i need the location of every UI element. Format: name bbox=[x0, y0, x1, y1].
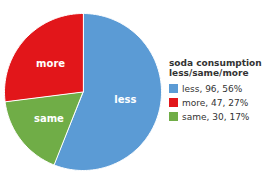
html-text:more, 47, 27%: more, 47, 27% bbox=[182, 97, 249, 108]
svg-text:less: less bbox=[114, 94, 136, 105]
html-text:same, 30, 17%: same, 30, 17% bbox=[182, 111, 250, 122]
html-text:less, 96, 56%: less, 96, 56% bbox=[182, 83, 243, 94]
svg-text:more: more bbox=[36, 58, 65, 69]
html-text:soda consumption less/same/mor: soda consumption less/same/more bbox=[169, 57, 262, 78]
svg-text:same: same bbox=[34, 113, 64, 124]
